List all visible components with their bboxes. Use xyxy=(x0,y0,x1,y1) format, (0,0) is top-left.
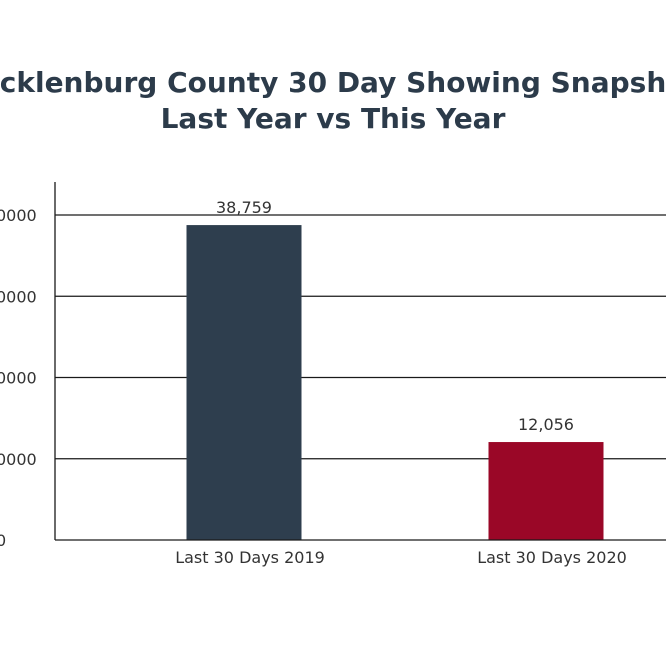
chart-title-line-2: Last Year vs This Year xyxy=(161,102,506,135)
data-label: 38,759 xyxy=(216,198,272,217)
gridlines xyxy=(55,214,666,460)
bar xyxy=(186,225,302,540)
y-tick-label: 0000 xyxy=(0,206,37,225)
x-category-label: Last 30 Days 2019 xyxy=(175,548,325,567)
y-tick-label: 0000 xyxy=(0,287,37,306)
data-label: 12,056 xyxy=(518,415,574,434)
y-tick-label: 0 xyxy=(0,531,6,550)
chart-title-line-1: cklenburg County 30 Day Showing Snapsh xyxy=(0,66,666,99)
x-category-label: Last 30 Days 2020 xyxy=(477,548,627,567)
bars xyxy=(186,225,604,540)
y-tick-label: 0000 xyxy=(0,450,37,469)
y-tick-label: 0000 xyxy=(0,369,37,388)
bar xyxy=(488,442,604,540)
